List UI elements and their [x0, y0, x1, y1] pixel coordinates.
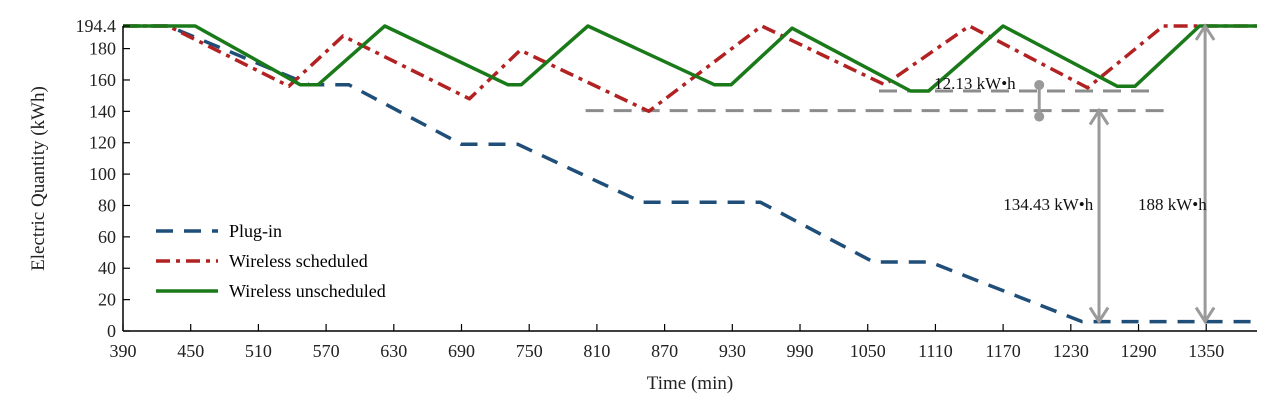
axes: 390 450 510 570 630 690 750 810 870 930 990 1050 111…	[76, 16, 1257, 361]
x-tick-label: 570	[313, 341, 340, 361]
x-tick-label: 870	[651, 341, 678, 361]
legend: Plug-in Wireless scheduled Wireless unsche…	[156, 221, 386, 301]
arrow-head-top-0	[1088, 107, 1110, 126]
gap-marker-dot-bottom	[1034, 111, 1045, 122]
arrow-head-top-1	[1194, 23, 1216, 41]
x-tick-label: 1110	[918, 341, 953, 361]
x-tick-label: 990	[787, 341, 814, 361]
gap-marker-dot-top	[1034, 79, 1045, 90]
x-tick-label: 450	[177, 341, 204, 361]
x-tick-label: 1350	[1188, 341, 1224, 361]
series-lines	[123, 24, 1257, 324]
x-tick-label: 750	[516, 341, 543, 361]
y-tick-label: 194.4	[76, 16, 117, 36]
series-line-wireless-scheduled	[123, 24, 1257, 114]
legend-label: Wireless scheduled	[229, 251, 368, 271]
x-tick-label: 930	[719, 341, 746, 361]
y-tick-label: 60	[98, 227, 116, 247]
x-tick-label: 1290	[1121, 341, 1157, 361]
x-tick-label: 1170	[985, 341, 1020, 361]
annotation-label: 134.43 kW•h	[1003, 195, 1093, 214]
arrow-head-bottom-0	[1088, 306, 1110, 325]
arrow-head-bottom-1	[1194, 306, 1216, 325]
y-tick-label: 140	[89, 101, 116, 121]
x-tick-label: 690	[448, 341, 475, 361]
annotation-arrows	[1034, 23, 1216, 325]
x-tick-label: 1050	[850, 341, 886, 361]
y-tick-label: 100	[89, 164, 116, 184]
annotations: 12.13 kW•h 134.43 kW•h 188 kW•h	[934, 74, 1207, 214]
y-axis-title: Electric Quantity (kWh)	[28, 86, 49, 271]
y-tick-label: 0	[107, 321, 116, 341]
series-line-wireless-unscheduled	[123, 24, 1257, 93]
annotation-label: 12.13 kW•h	[934, 74, 1016, 93]
y-tick-label: 160	[89, 70, 116, 90]
y-tick-label: 40	[98, 258, 116, 278]
annotation-label: 188 kW•h	[1138, 195, 1207, 214]
x-tick-label: 390	[110, 341, 137, 361]
x-axis-title: Time (min)	[647, 373, 733, 394]
x-tick-label: 1230	[1053, 341, 1089, 361]
x-tick-label: 510	[245, 341, 272, 361]
y-tick-label: 120	[89, 133, 116, 153]
x-tick-label: 630	[380, 341, 407, 361]
x-tick-label: 810	[583, 341, 610, 361]
y-tick-label: 80	[98, 195, 116, 215]
y-tick-label: 180	[89, 39, 116, 59]
legend-label: Wireless unscheduled	[229, 281, 386, 301]
legend-label: Plug-in	[229, 221, 282, 241]
y-tick-label: 20	[98, 290, 116, 310]
